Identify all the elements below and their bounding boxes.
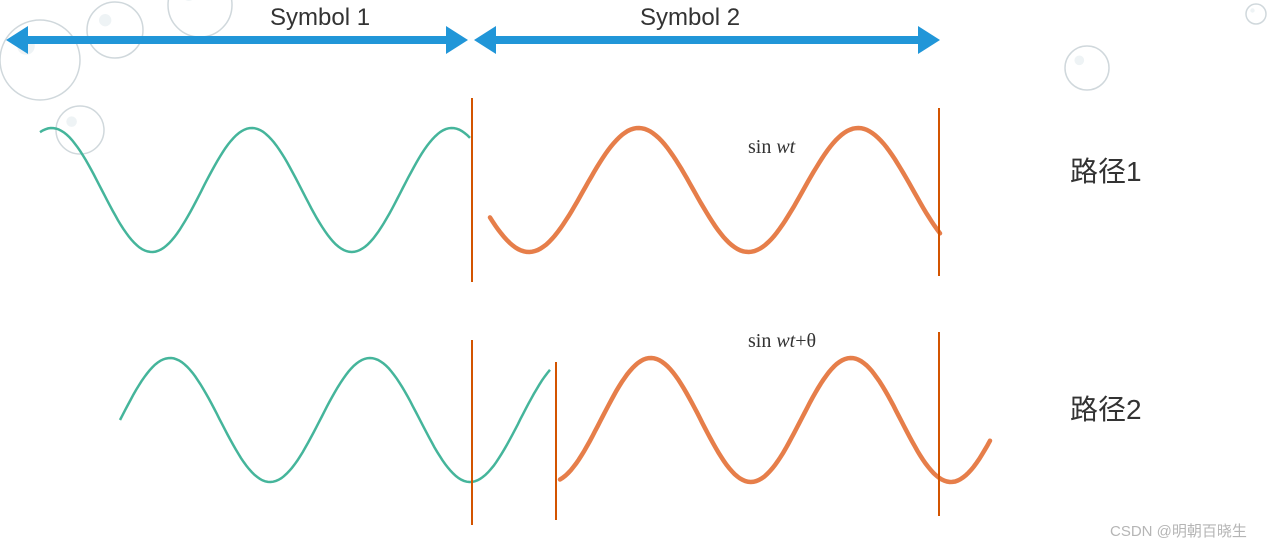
symbol-1-arrow-head-right — [446, 26, 468, 54]
diagram-canvas — [0, 0, 1267, 542]
bubble-decoration — [56, 106, 104, 154]
wave-path1-symbol1 — [40, 128, 470, 252]
wave-path2-symbol1 — [120, 358, 550, 482]
wave-path2-symbol2 — [560, 358, 990, 482]
bubble-decoration — [168, 0, 232, 37]
symbol-2-arrow-head-right — [918, 26, 940, 54]
bubble-decoration — [87, 2, 143, 58]
bubble-highlight — [66, 116, 77, 127]
bubble-highlight — [182, 0, 196, 1]
wave-path1-symbol2 — [490, 128, 940, 252]
bubble-highlight — [1074, 55, 1084, 65]
bubble-decoration — [0, 20, 80, 100]
symbol-2-arrow-head-left — [474, 26, 496, 54]
bubble-decoration — [1065, 46, 1109, 90]
bubble-highlight — [1250, 8, 1254, 12]
bubble-decoration — [1246, 4, 1266, 24]
symbol-1-arrow-head-left — [6, 26, 28, 54]
bubble-highlight — [99, 14, 111, 26]
